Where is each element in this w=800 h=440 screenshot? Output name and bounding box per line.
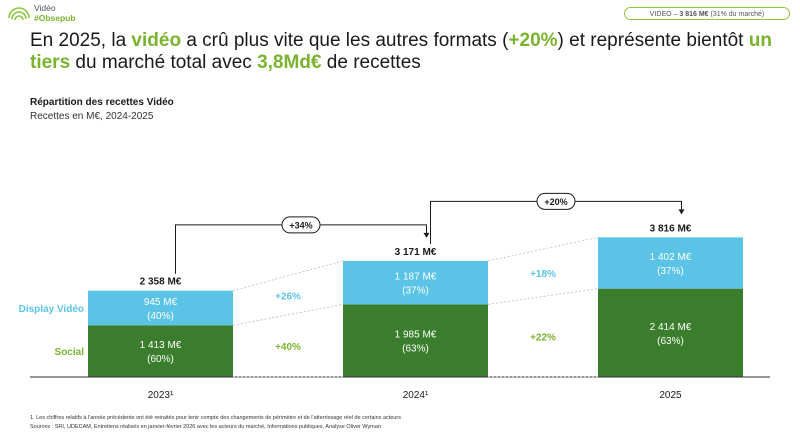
connector-top-0 bbox=[232, 260, 344, 292]
bar-social-2 bbox=[598, 288, 743, 377]
total-growth-label-1: +20% bbox=[544, 197, 567, 207]
display-growth-label-1: +18% bbox=[530, 269, 556, 280]
stacked-bar-chart: 1 413 M€ (60%) 945 M€ (40%) 2 358 M€ 2023¹ 1 9… bbox=[19, 192, 770, 401]
connector-mid-1 bbox=[487, 288, 599, 305]
headline-text-2: a crû plus vite que les autres formats ( bbox=[181, 30, 509, 51]
chart-title: Répartition des recettes Vidéo bbox=[30, 97, 174, 108]
headline-highlight-video: vidéo bbox=[131, 30, 182, 51]
obsepub-logo-icon bbox=[8, 7, 30, 21]
headline-highlight-growth: +20% bbox=[508, 30, 558, 51]
headline: En 2025, la vidéo a crû plus vite que le… bbox=[30, 30, 790, 74]
headline-highlight-revenue: 3,8Md€ bbox=[257, 52, 322, 73]
social-growth-label-0: +40% bbox=[275, 342, 301, 353]
total-growth-label-0: +34% bbox=[289, 220, 312, 230]
social-share-label-1: (63%) bbox=[402, 344, 429, 355]
x-tick-label-2: 2025 bbox=[659, 390, 682, 401]
display-value-label-2: 1 402 M€ bbox=[650, 252, 692, 263]
sources: Sources : SRI, UDECAM, Entretiens réalis… bbox=[30, 424, 381, 430]
x-tick-label-0: 2023¹ bbox=[148, 390, 174, 401]
growth-bracket-arrow-0 bbox=[423, 232, 430, 238]
display-value-label-1: 1 187 M€ bbox=[395, 272, 437, 283]
legend-social: Social bbox=[55, 347, 85, 358]
headline-text-5: de recettes bbox=[321, 52, 421, 73]
social-share-label-2: (63%) bbox=[657, 336, 684, 347]
headline-text-3: ) et représente bientôt bbox=[557, 30, 749, 51]
brand-label: Vidéo bbox=[34, 3, 56, 13]
total-label-0: 2 358 M€ bbox=[140, 277, 182, 288]
badge-label: VIDEO – bbox=[649, 11, 678, 18]
footnote: 1. Les chiffres relatifs à l'année précé… bbox=[30, 415, 402, 421]
display-share-label-2: (37%) bbox=[657, 266, 684, 277]
brand-hashtag: #Obsepub bbox=[34, 13, 76, 23]
bar-social-0 bbox=[88, 325, 233, 377]
badge-value: 3 816 M€ bbox=[679, 11, 709, 18]
chart-subtitle: Recettes en M€, 2024-2025 bbox=[30, 111, 154, 122]
x-tick-label-1: 2024¹ bbox=[403, 390, 429, 401]
bar-social-1 bbox=[343, 304, 488, 377]
headline-highlight-share: un tiers bbox=[30, 30, 772, 73]
headline-text-4: du marché total avec bbox=[70, 52, 258, 73]
social-value-label-0: 1 413 M€ bbox=[140, 340, 182, 351]
connector-mid-0 bbox=[232, 303, 344, 326]
bar-display-0 bbox=[88, 290, 233, 326]
display-growth-label-0: +26% bbox=[275, 291, 301, 302]
display-share-label-1: (37%) bbox=[402, 286, 429, 297]
video-total-badge: VIDEO – 3 816 M€ (31% du marché) bbox=[624, 7, 790, 20]
growth-pill-0 bbox=[281, 216, 321, 234]
legend-display-video: Display Vidéo bbox=[19, 304, 84, 315]
headline-text-1: En 2025, la bbox=[30, 30, 132, 51]
connector-top-1 bbox=[487, 236, 599, 262]
social-share-label-0: (60%) bbox=[147, 354, 174, 365]
bar-display-2 bbox=[598, 237, 743, 289]
social-growth-label-1: +22% bbox=[530, 333, 556, 344]
total-label-1: 3 171 M€ bbox=[395, 247, 437, 258]
display-value-label-0: 945 M€ bbox=[144, 297, 178, 308]
bar-display-1 bbox=[343, 260, 488, 305]
growth-pill-1 bbox=[536, 192, 576, 210]
badge-note: (31% du marché) bbox=[710, 11, 765, 18]
social-value-label-1: 1 985 M€ bbox=[395, 330, 437, 341]
social-value-label-2: 2 414 M€ bbox=[650, 322, 692, 333]
display-share-label-0: (40%) bbox=[147, 311, 174, 322]
total-label-2: 3 816 M€ bbox=[650, 223, 692, 234]
growth-bracket-arrow-1 bbox=[678, 209, 685, 215]
